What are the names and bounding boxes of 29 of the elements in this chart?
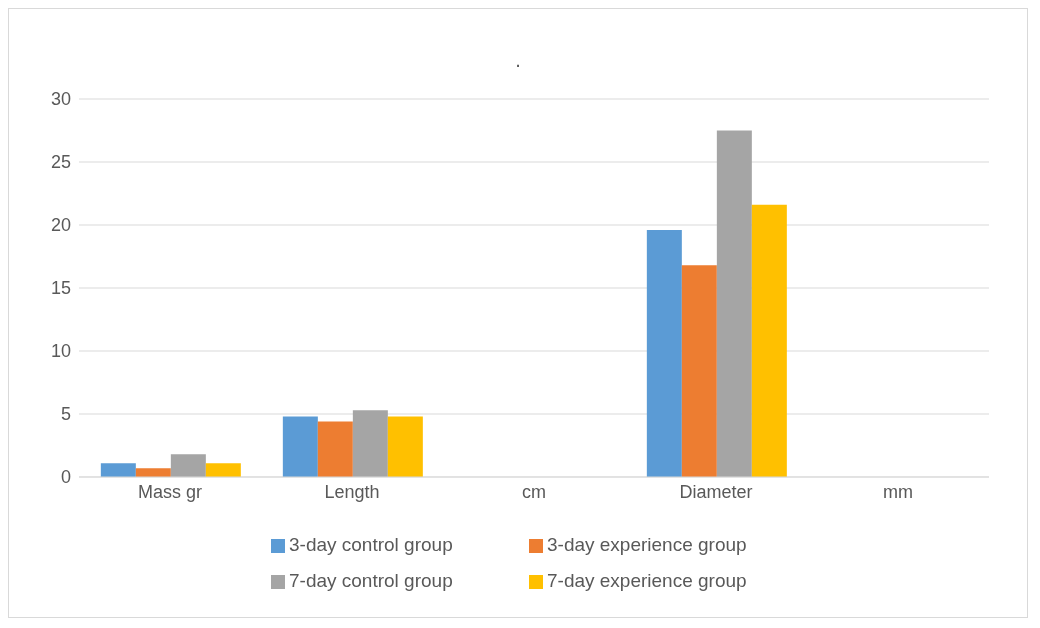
legend-label: 3-day control group <box>289 533 454 557</box>
x-tick-label: cm <box>522 481 546 502</box>
legend-label: 7-day experience group <box>547 569 748 593</box>
x-tick-label: mm <box>883 481 913 502</box>
y-tick-label: 5 <box>60 404 71 425</box>
bar <box>352 410 388 477</box>
bar <box>646 230 682 477</box>
bar <box>751 204 787 477</box>
y-tick-label: 0 <box>60 467 71 488</box>
bar <box>387 416 423 477</box>
bar <box>317 421 353 477</box>
legend-label: 7-day control group <box>289 569 454 593</box>
bar <box>135 468 171 477</box>
y-tick-label: 15 <box>50 278 71 299</box>
y-tick-label: 30 <box>50 89 71 110</box>
x-tick-label: Diameter <box>679 481 753 502</box>
y-tick-label: 10 <box>50 341 71 362</box>
bar <box>716 130 752 477</box>
x-tick-label: Length <box>324 481 380 502</box>
bar <box>170 454 206 477</box>
bar <box>205 463 241 477</box>
legend-label: 3-day experience group <box>547 533 748 557</box>
y-tick-label: 25 <box>50 152 71 173</box>
bar <box>681 265 717 477</box>
x-tick-label: Mass gr <box>137 481 203 502</box>
bar <box>282 416 318 477</box>
bar <box>100 463 136 477</box>
y-tick-label: 20 <box>50 215 71 236</box>
chart-title: . <box>514 48 522 73</box>
